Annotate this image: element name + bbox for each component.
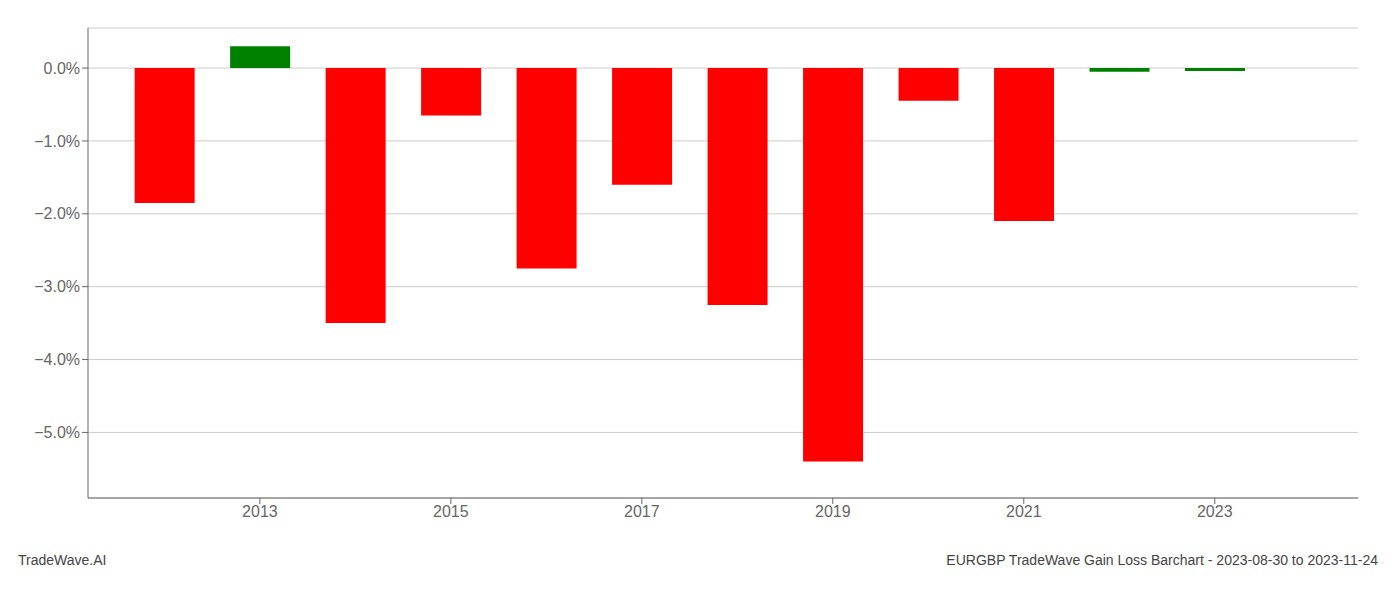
svg-text:2023: 2023 [1197, 503, 1233, 520]
svg-text:2017: 2017 [624, 503, 660, 520]
svg-text:0.0%: 0.0% [44, 60, 80, 77]
svg-text:−2.0%: −2.0% [34, 205, 80, 222]
svg-text:−1.0%: −1.0% [34, 133, 80, 150]
svg-text:−4.0%: −4.0% [34, 351, 80, 368]
html-text:EURGBP TradeWave Gain Loss Bar: EURGBP TradeWave Gain Loss Barchart - 20… [946, 552, 1378, 568]
svg-text:2015: 2015 [433, 503, 469, 520]
svg-text:2013: 2013 [242, 503, 278, 520]
svg-text:−5.0%: −5.0% [34, 424, 80, 441]
html-text:TradeWave.AI: TradeWave.AI [18, 552, 107, 568]
svg-text:2019: 2019 [815, 503, 851, 520]
svg-text:−3.0%: −3.0% [34, 278, 80, 295]
svg-text:2021: 2021 [1006, 503, 1042, 520]
